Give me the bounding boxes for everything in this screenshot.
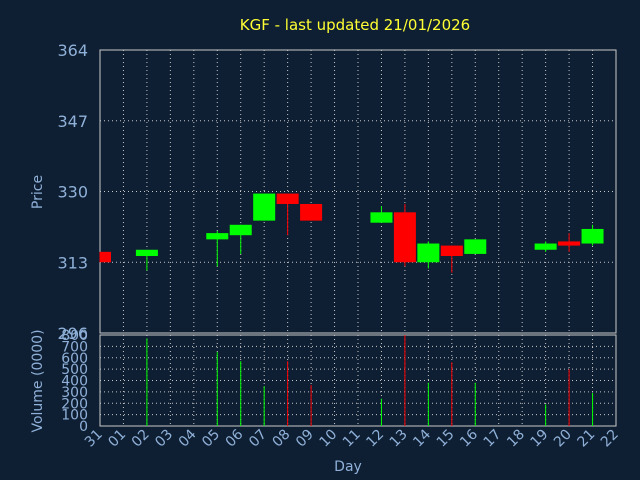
day-tick-label: 05 [199, 427, 223, 451]
candle-body [534, 243, 557, 250]
price-tick-label: 347 [57, 112, 88, 131]
volume-tick-label: 800 [61, 328, 88, 344]
volume-tick-label: 100 [61, 408, 88, 424]
volume-plot-area [99, 334, 617, 427]
candle-body [464, 239, 487, 254]
candle-body [370, 212, 393, 223]
candle-body [440, 245, 463, 257]
day-tick-label: 19 [528, 427, 552, 451]
price-tick-label: 313 [57, 253, 88, 272]
volume-tick-label: 200 [61, 396, 88, 412]
day-tick-label: 20 [551, 427, 575, 451]
day-tick-label: 08 [270, 427, 294, 451]
volume-axis-label: Volume (0000) [30, 329, 46, 432]
candle-body [229, 224, 252, 236]
candle [464, 239, 487, 254]
chart-title: KGF - last updated 21/01/2026 [240, 16, 470, 34]
candle [440, 245, 463, 273]
candle [393, 203, 416, 267]
day-axis-label: Day [334, 459, 362, 475]
day-tick-label: 11 [340, 427, 364, 451]
price-plot-area [99, 49, 617, 334]
day-tick-label: 22 [598, 427, 622, 451]
day-tick-label: 17 [481, 427, 505, 451]
volume-tick-label: 500 [61, 362, 88, 378]
volume-tick-label: 600 [61, 351, 88, 367]
volume-tick-label: 700 [61, 339, 88, 355]
x-axis: 31 01 02 03 04 05 06 07 08 09 10 11 12 13 14 15 16 17 18 19… [82, 426, 622, 450]
candle [534, 241, 557, 252]
price-tick-label: 364 [57, 41, 88, 60]
day-tick-label: 18 [504, 427, 528, 451]
price-panel: 296 313 330 347 364 [57, 41, 617, 343]
candle-body [253, 193, 276, 221]
day-tick-label: 14 [410, 426, 434, 450]
candle [253, 193, 276, 221]
candle [229, 224, 252, 254]
day-tick-label: 07 [246, 427, 270, 451]
candle-body [135, 249, 158, 257]
price-axis-label: Price [30, 175, 46, 209]
day-tick-label: 09 [293, 427, 317, 451]
day-tick-label: 03 [152, 427, 176, 451]
day-tick-label: 10 [316, 427, 340, 451]
candle-body [100, 251, 111, 263]
volume-tick-label: 400 [61, 374, 88, 390]
candle-body [206, 233, 229, 240]
day-tick-label: 16 [457, 426, 481, 450]
candle [300, 203, 323, 221]
candle [99, 251, 111, 263]
candle [370, 206, 393, 223]
candle [558, 233, 581, 252]
price-tick-label: 296 [57, 324, 88, 343]
price-tick-label: 330 [57, 183, 88, 202]
candle-body [276, 193, 299, 204]
candle-body [558, 241, 581, 246]
volume-tick-label: 300 [61, 385, 88, 401]
candle-body [393, 212, 416, 263]
day-tick-label: 02 [129, 427, 153, 451]
candle [135, 249, 158, 271]
candle-body [300, 203, 323, 221]
day-tick-label: 21 [574, 427, 598, 451]
candle [581, 224, 604, 246]
day-tick-label: 12 [363, 427, 387, 451]
day-tick-label: 06 [223, 426, 247, 450]
candle [417, 241, 440, 269]
candle-body [581, 228, 604, 244]
day-tick-label: 13 [387, 427, 411, 451]
day-tick-label: 04 [176, 426, 200, 450]
candle-body [417, 243, 440, 263]
day-tick-label: 15 [434, 427, 458, 451]
day-tick-label: 01 [105, 427, 129, 451]
candle [206, 231, 229, 267]
volume-tick-label: 0 [79, 419, 88, 435]
candle [276, 193, 299, 236]
